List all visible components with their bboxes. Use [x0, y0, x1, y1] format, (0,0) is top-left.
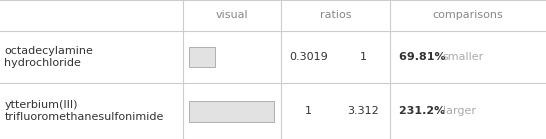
Text: 69.81%: 69.81%	[399, 52, 449, 62]
Text: 1: 1	[360, 52, 366, 62]
Text: smaller: smaller	[442, 52, 484, 62]
Text: ratios: ratios	[320, 10, 352, 20]
Bar	[189, 101, 274, 122]
Text: 3.312: 3.312	[347, 106, 379, 116]
Text: 1: 1	[305, 106, 312, 116]
Text: comparisons: comparisons	[433, 10, 503, 20]
Text: octadecylamine
hydrochloride: octadecylamine hydrochloride	[4, 46, 93, 68]
Bar	[189, 47, 215, 67]
Text: 0.3019: 0.3019	[289, 52, 328, 62]
Text: visual: visual	[216, 10, 248, 20]
Text: 231.2%: 231.2%	[399, 106, 449, 116]
Text: larger: larger	[442, 106, 476, 116]
Text: ytterbium(III)
trifluoromethanesulfonimide: ytterbium(III) trifluoromethanesulfonimi…	[4, 100, 164, 122]
